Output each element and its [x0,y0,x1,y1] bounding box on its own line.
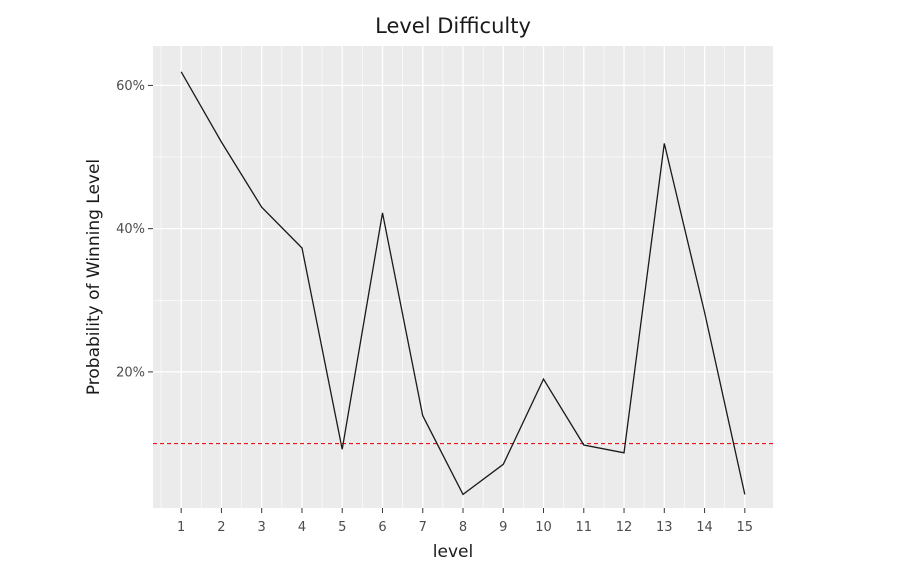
x-tick-label: 5 [338,520,346,535]
x-tick-label: 12 [616,520,633,535]
minor-gridlines [153,46,773,508]
x-tick-label: 4 [298,520,306,535]
chart-title: Level Difficulty [375,14,531,38]
y-tick-label: 20% [116,365,145,380]
x-tick-label: 9 [499,520,507,535]
x-axis-ticks: 1 2 3 4 5 6 7 8 9 10 11 12 13 14 15 [177,508,753,535]
major-gridlines [153,46,773,508]
y-tick-label: 60% [116,79,145,94]
x-tick-label: 13 [656,520,673,535]
x-tick-label: 15 [737,520,754,535]
x-tick-label: 14 [696,520,713,535]
y-axis-ticks: 20% 40% 60% [116,79,153,380]
x-tick-label: 8 [459,520,467,535]
x-tick-label: 2 [217,520,225,535]
x-tick-label: 7 [419,520,427,535]
x-axis-title: level [433,542,473,562]
series-line [180,71,746,496]
y-axis-title: Probability of Winning Level [84,159,104,395]
x-tick-label: 3 [258,520,266,535]
x-tick-label: 6 [378,520,386,535]
x-tick-label: 10 [535,520,552,535]
x-tick-label: 1 [177,520,185,535]
y-tick-label: 40% [116,222,145,237]
x-tick-label: 11 [576,520,593,535]
